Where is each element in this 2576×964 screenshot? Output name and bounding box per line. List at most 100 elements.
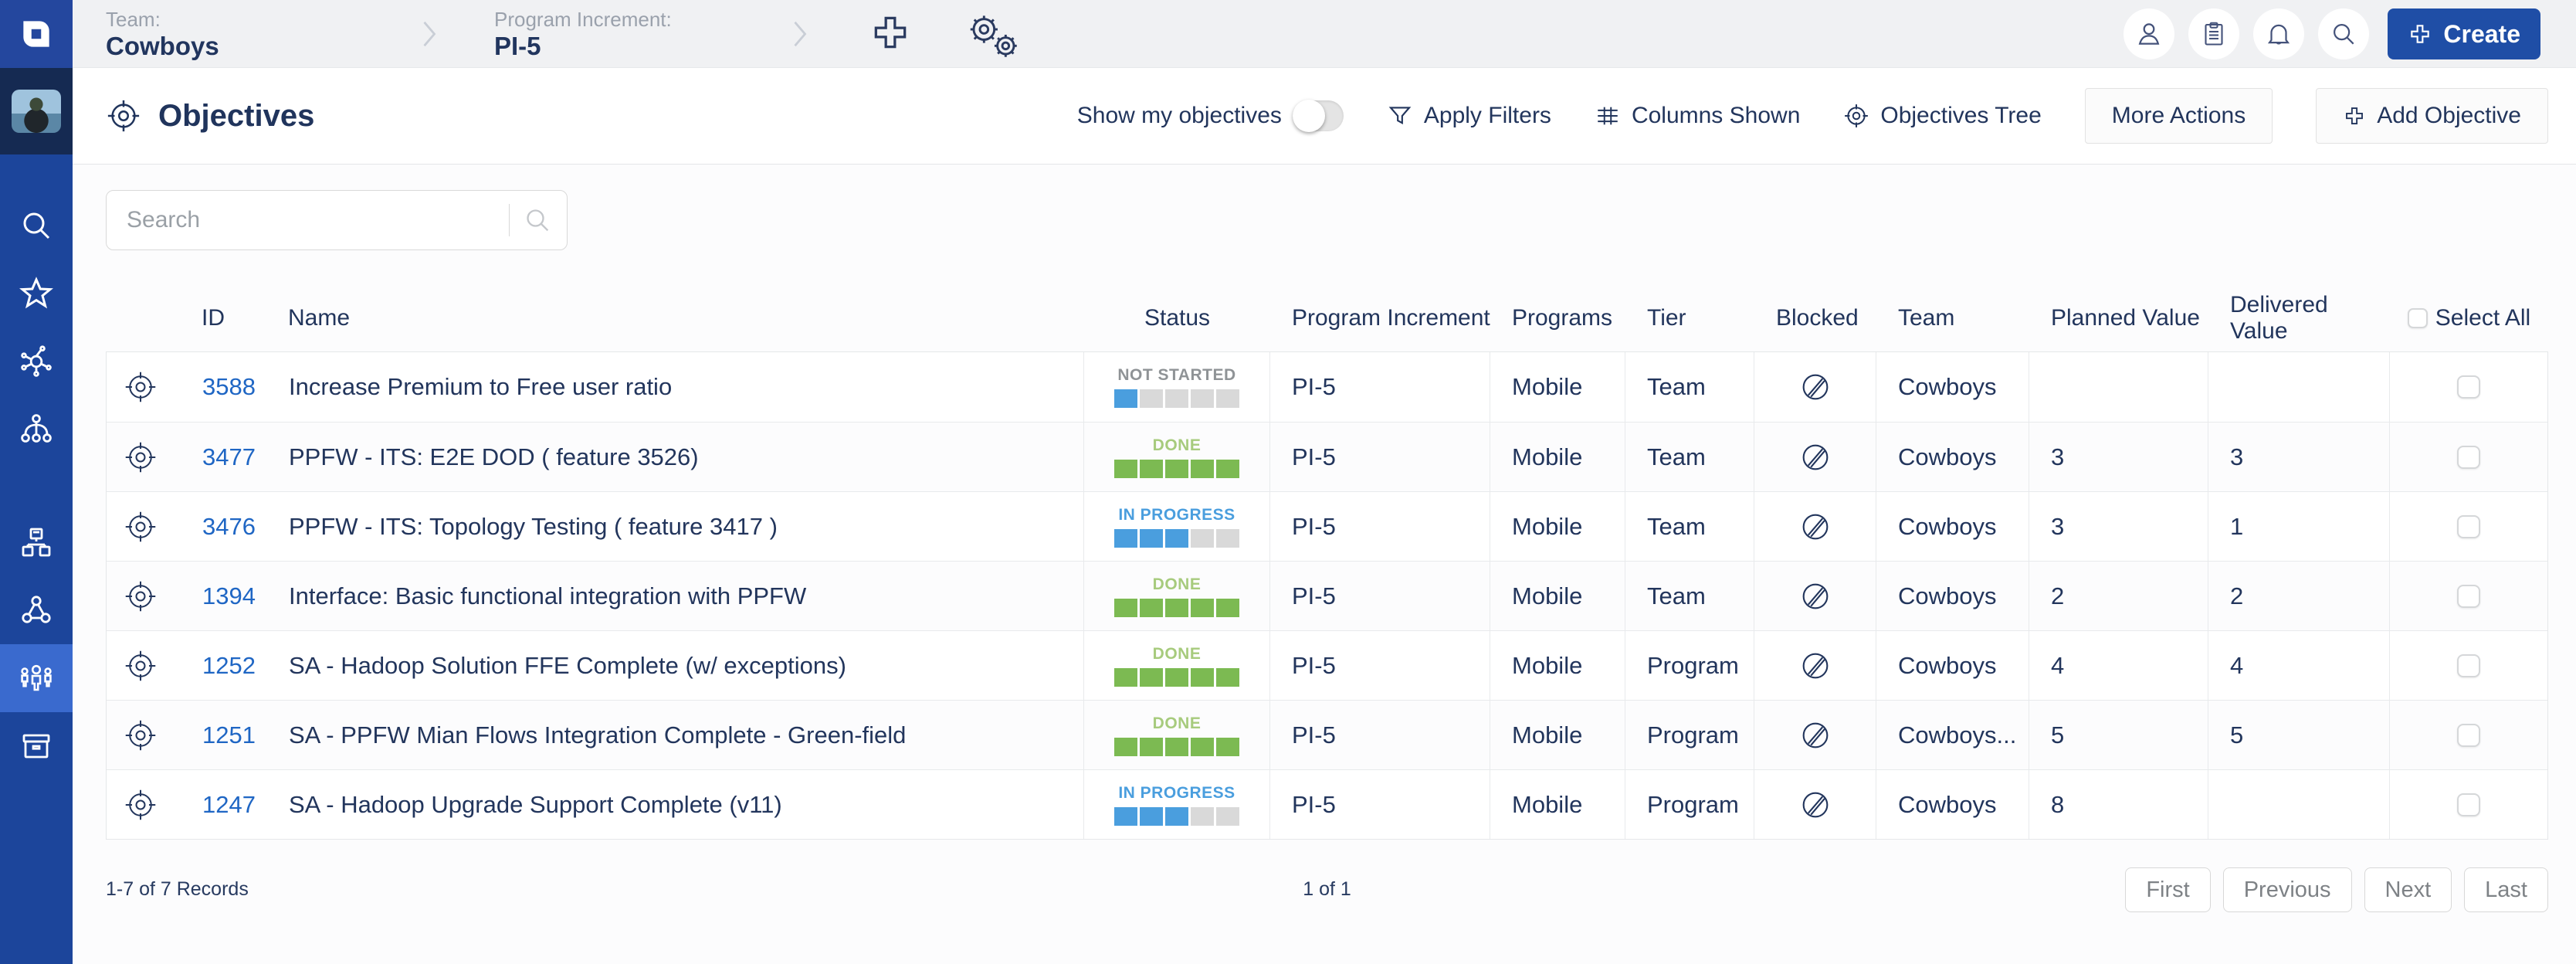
create-button[interactable]: Create xyxy=(2388,8,2540,59)
col-blocked[interactable]: Blocked xyxy=(1776,305,1859,331)
objective-id-link[interactable]: 3477 xyxy=(202,443,256,470)
col-status[interactable]: Status xyxy=(1144,305,1211,331)
programs-cell: Mobile xyxy=(1490,352,1625,422)
apply-filters-button[interactable]: Apply Filters xyxy=(1387,103,1551,129)
col-name[interactable]: Name xyxy=(288,305,351,331)
blocked-icon[interactable] xyxy=(1798,509,1833,545)
sidebar-item-org-chart[interactable] xyxy=(0,508,73,576)
profile-button[interactable] xyxy=(2124,8,2175,59)
pi-value[interactable]: PI-5 xyxy=(494,32,541,60)
main-content: Objectives Show my objectives Apply Filt… xyxy=(73,68,2576,964)
row-checkbox[interactable] xyxy=(2457,653,2480,677)
clipboard-button[interactable] xyxy=(2188,8,2240,59)
objectives-tree-button[interactable]: Objectives Tree xyxy=(1843,103,2042,129)
blocked-icon[interactable] xyxy=(1798,787,1833,823)
blocked-icon[interactable] xyxy=(1798,369,1833,405)
filter-funnel-icon xyxy=(1388,107,1412,125)
breadcrumb-team[interactable]: Team: Cowboys xyxy=(106,8,219,62)
sidebar-item-favorites[interactable] xyxy=(0,260,73,328)
col-id[interactable]: ID xyxy=(202,305,225,331)
blocked-icon[interactable] xyxy=(1798,440,1833,475)
col-tier[interactable]: Tier xyxy=(1647,305,1686,331)
col-program-increment[interactable]: Program Increment xyxy=(1292,305,1490,331)
sidebar-item-dependencies[interactable] xyxy=(0,576,73,644)
program-increment-cell: PI-5 xyxy=(1269,631,1490,700)
status-label: IN PROGRESS xyxy=(1118,505,1235,524)
settings-gears-icon[interactable] xyxy=(961,11,1023,60)
row-checkbox[interactable] xyxy=(2457,445,2480,469)
app-logo[interactable] xyxy=(0,0,73,68)
status-cell: DONE xyxy=(1083,562,1269,630)
columns-shown-button[interactable]: Columns Shown xyxy=(1595,103,1800,129)
col-planned-value[interactable]: Planned Value xyxy=(2051,305,2200,331)
notifications-button[interactable] xyxy=(2253,8,2305,59)
objective-id-link[interactable]: 1394 xyxy=(202,582,256,609)
previous-page-button[interactable]: Previous xyxy=(2222,867,2352,912)
planned-value-cell xyxy=(2029,352,2208,422)
progress-segment xyxy=(1191,459,1214,478)
sidebar-item-archive[interactable] xyxy=(0,712,73,780)
row-checkbox[interactable] xyxy=(2457,793,2480,816)
row-checkbox[interactable] xyxy=(2457,514,2480,538)
objective-name[interactable]: PPFW - ITS: E2E DOD ( feature 3526) xyxy=(289,443,699,470)
team-cell: Cowboys xyxy=(1876,352,2029,422)
search-icon[interactable] xyxy=(522,205,553,236)
team-cell: Cowboys... xyxy=(1876,701,2029,769)
progress-segment xyxy=(1165,598,1188,617)
objective-id-link[interactable]: 1252 xyxy=(202,651,256,679)
next-page-button[interactable]: Next xyxy=(2364,867,2452,912)
more-actions-button[interactable]: More Actions xyxy=(2084,88,2273,144)
search-button[interactable] xyxy=(2318,8,2370,59)
objective-name[interactable]: SA - Hadoop Upgrade Support Complete (v1… xyxy=(289,790,782,818)
team-value[interactable]: Cowboys xyxy=(106,32,219,60)
row-checkbox[interactable] xyxy=(2457,375,2480,399)
select-all-checkbox[interactable] xyxy=(2407,308,2428,328)
progress-segment xyxy=(1165,459,1188,478)
team-cell: Cowboys xyxy=(1876,562,2029,630)
objective-id-link[interactable]: 1251 xyxy=(202,721,256,748)
table-row: 1247 SA - Hadoop Upgrade Support Complete… xyxy=(107,769,2547,839)
objective-id-link[interactable]: 1247 xyxy=(202,790,256,818)
objective-name[interactable]: Increase Premium to Free user ratio xyxy=(289,373,673,400)
progress-segment xyxy=(1114,667,1137,687)
col-select-all[interactable]: Select All xyxy=(2390,305,2548,331)
table-row: 3477 PPFW - ITS: E2E DOD ( feature 3526) D… xyxy=(107,422,2547,491)
objective-id-link[interactable]: 3476 xyxy=(202,512,256,540)
col-programs[interactable]: Programs xyxy=(1512,305,1613,331)
objective-name[interactable]: Interface: Basic functional integration … xyxy=(289,582,807,609)
status-progress-bar xyxy=(1114,737,1239,756)
page-title: Objectives xyxy=(158,98,315,133)
topbar: Team: Cowboys Program Increment: PI-5 xyxy=(0,0,2576,68)
objective-name[interactable]: SA - PPFW Mian Flows Integration Complet… xyxy=(289,721,907,748)
row-checkbox[interactable] xyxy=(2457,584,2480,608)
breadcrumb-program-increment[interactable]: Program Increment: PI-5 xyxy=(494,8,672,62)
last-page-button[interactable]: Last xyxy=(2464,867,2548,912)
delivered-value-cell: 3 xyxy=(2208,423,2389,491)
avatar[interactable] xyxy=(12,90,61,133)
user-avatar-block[interactable] xyxy=(0,68,73,154)
first-page-button[interactable]: First xyxy=(2125,867,2211,912)
tier-cell: Team xyxy=(1625,492,1754,561)
sidebar-item-hierarchy[interactable] xyxy=(0,395,73,463)
add-objective-button[interactable]: Add Objective xyxy=(2316,88,2548,144)
blocked-icon[interactable] xyxy=(1798,579,1833,614)
objective-id-link[interactable]: 3588 xyxy=(202,373,256,400)
sidebar-item-team[interactable] xyxy=(0,644,73,712)
col-team[interactable]: Team xyxy=(1898,305,1955,331)
blocked-icon[interactable] xyxy=(1798,648,1833,684)
progress-segment xyxy=(1216,737,1239,756)
search-input[interactable] xyxy=(127,207,509,233)
search-box[interactable] xyxy=(106,190,568,250)
col-delivered-value[interactable]: Delivered Value xyxy=(2230,292,2328,344)
show-my-objectives-toggle[interactable] xyxy=(1292,100,1344,132)
objective-name[interactable]: PPFW - ITS: Topology Testing ( feature 3… xyxy=(289,512,778,540)
objective-target-icon xyxy=(125,372,156,402)
progress-segment xyxy=(1191,528,1214,548)
sidebar-item-search[interactable] xyxy=(0,192,73,260)
objective-name[interactable]: SA - Hadoop Solution FFE Complete (w/ ex… xyxy=(289,651,846,679)
row-checkbox[interactable] xyxy=(2457,723,2480,747)
sidebar-item-network[interactable] xyxy=(0,328,73,395)
page-header: Objectives Show my objectives Apply Filt… xyxy=(73,68,2576,165)
health-plus-icon[interactable] xyxy=(869,11,912,54)
blocked-icon[interactable] xyxy=(1798,718,1833,753)
